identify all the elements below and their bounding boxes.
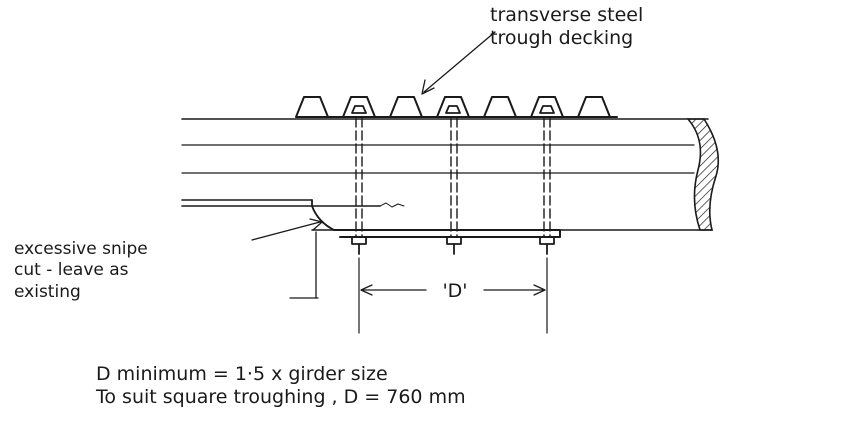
girder-body	[181, 118, 713, 231]
trough-decking-profile	[295, 96, 618, 118]
decking-leader-arrow	[421, 31, 496, 95]
girder-break-section	[686, 118, 720, 231]
note-line1: D minimum = 1·5 x girder size	[96, 363, 388, 385]
dimension-extension-lines	[358, 257, 548, 334]
snipe-edge-marker	[289, 231, 319, 299]
snipe-cut	[311, 199, 335, 231]
bolt-heads-top	[351, 105, 555, 114]
snipe-label-line1: excessive snipe	[14, 239, 148, 259]
vertical-bolts	[355, 117, 551, 238]
decking-label-line1: transverse steel	[490, 4, 643, 26]
bolt-nuts	[351, 236, 555, 255]
dimension-line	[360, 284, 546, 296]
bottom-plate	[333, 229, 561, 238]
snipe-label-line3: existing	[14, 282, 81, 302]
note-line2: To suit square troughing , D = 760 mm	[95, 386, 466, 408]
snipe-label-line2: cut - leave as	[14, 260, 129, 280]
snipe-leader-arrow	[251, 218, 323, 241]
decking-label-line2: trough decking	[490, 27, 633, 49]
dimension-label: 'D'	[442, 280, 467, 302]
